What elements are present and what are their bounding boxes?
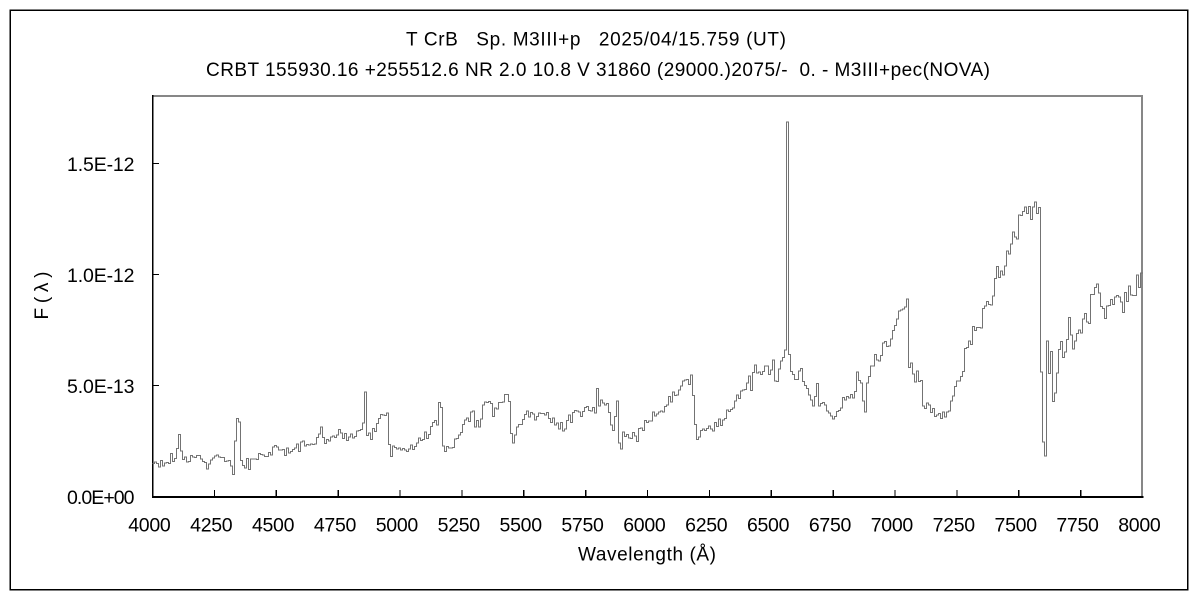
svg-text:CRBT 155930.16 +255512.6 NR 2.: CRBT 155930.16 +255512.6 NR 2.0 10.8 V 3… (206, 60, 990, 81)
svg-text:5250: 5250 (438, 514, 481, 536)
svg-text:6500: 6500 (747, 514, 790, 536)
svg-text:4250: 4250 (190, 514, 233, 536)
svg-text:7500: 7500 (995, 514, 1038, 536)
svg-text:6000: 6000 (623, 514, 666, 536)
svg-text:5500: 5500 (500, 514, 543, 536)
svg-text:4000: 4000 (128, 514, 171, 536)
svg-text:6250: 6250 (685, 514, 728, 536)
svg-text:T CrB Sp. M3III+p 2025/04/: T CrB Sp. M3III+p 2025/04/15.759 (UT) (406, 30, 786, 51)
svg-text:1.5E-12: 1.5E-12 (67, 154, 135, 176)
svg-text:7000: 7000 (871, 514, 914, 536)
svg-text:4750: 4750 (314, 514, 357, 536)
svg-text:5.0E-13: 5.0E-13 (67, 376, 135, 398)
svg-text:4500: 4500 (252, 514, 295, 536)
svg-text:1.0E-12: 1.0E-12 (67, 265, 135, 287)
svg-text:5750: 5750 (561, 514, 604, 536)
svg-text:5000: 5000 (376, 514, 419, 536)
svg-text:6750: 6750 (809, 514, 852, 536)
svg-text:7750: 7750 (1056, 514, 1099, 536)
svg-text:0.0E+00: 0.0E+00 (67, 487, 135, 509)
svg-text:7250: 7250 (933, 514, 976, 536)
svg-text:Wavelength (Å): Wavelength (Å) (578, 545, 716, 566)
svg-text:8000: 8000 (1118, 514, 1161, 536)
